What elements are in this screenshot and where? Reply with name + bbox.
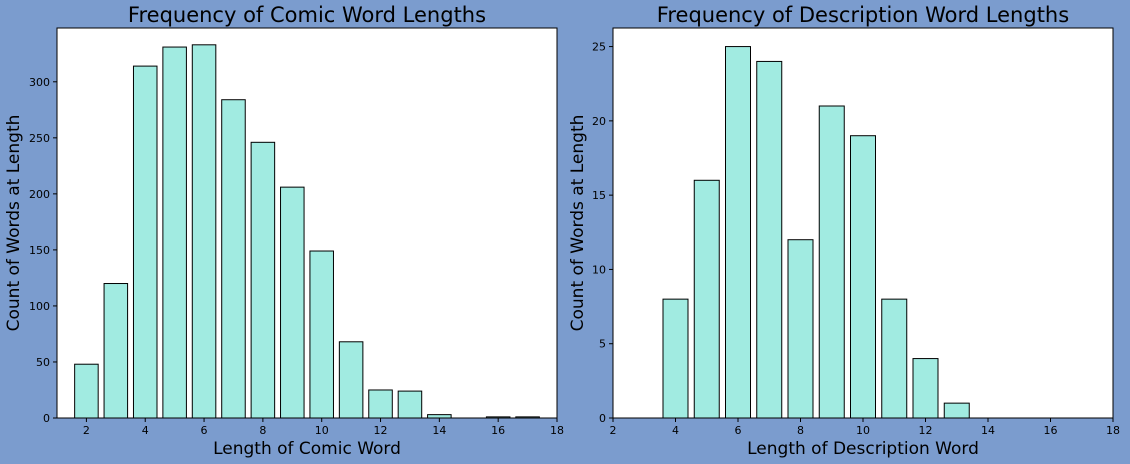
x-tick-label: 16 [491,424,505,437]
y-tick-label: 5 [599,338,606,351]
bar [368,389,393,419]
x-axis-label: Length of Comic Word [213,439,401,459]
plot-area [56,27,558,419]
x-tick-label: 12 [374,424,388,437]
x-tick-label: 6 [201,424,208,437]
y-tick-label: 250 [29,132,50,145]
bar [250,141,276,419]
y-tick-label: 50 [36,356,50,369]
bar [191,44,217,419]
chart-title: Frequency of Comic Word Lengths [128,3,486,27]
y-tick-label: 200 [29,188,50,201]
bar [818,105,845,419]
y-axis-ticks: 0 50 100 150 200 250 300 [29,76,57,425]
bar [280,186,305,419]
bar [485,416,511,419]
bars [74,44,540,419]
bar [850,135,876,419]
x-axis-ticks: 2 4 6 8 10 12 14 16 18 [83,418,564,437]
y-tick-label: 25 [592,41,606,54]
bar [309,250,334,419]
x-tick-label: 10 [315,424,329,437]
x-tick-label: 10 [856,424,870,437]
bar [693,179,720,419]
bar [221,99,246,419]
chart-title: Frequency of Description Word Lengths [657,3,1069,27]
y-tick-label: 0 [599,412,606,425]
x-tick-label: 12 [919,424,933,437]
x-tick-label: 6 [735,424,742,437]
y-tick-label: 10 [592,263,606,276]
bar [162,46,187,419]
x-tick-label: 2 [83,424,90,437]
x-tick-label: 16 [1044,424,1058,437]
chart-description-word-lengths: Frequency of Description Word Lengths 2 4… [568,3,1120,459]
y-tick-label: 300 [29,76,50,89]
bar [515,416,540,419]
bar [103,283,129,419]
x-tick-label: 4 [142,424,149,437]
x-tick-label: 14 [981,424,995,437]
y-tick-label: 0 [43,412,50,425]
y-axis-label: Count of Words at Length [4,115,24,332]
y-axis-ticks: 0 5 10 15 20 25 [592,41,613,425]
bar [912,358,939,419]
y-tick-label: 15 [592,189,606,202]
bar [943,402,970,419]
x-axis-ticks: 2 4 6 8 10 12 14 16 18 [610,418,1120,437]
bar [338,341,364,419]
bar [881,298,908,419]
y-tick-label: 150 [29,244,50,257]
bar [756,60,783,419]
x-tick-label: 2 [610,424,617,437]
bars [662,46,970,419]
bar [74,363,99,419]
x-axis-label: Length of Description Word [747,439,979,459]
chart-comic-word-lengths: Frequency of Comic Word Lengths 2 4 6 8 10 12… [4,3,564,459]
x-tick-label: 14 [432,424,446,437]
x-tick-label: 8 [797,424,804,437]
bar [787,239,814,419]
bar [725,46,751,419]
y-axis-label: Count of Words at Length [568,115,588,332]
bar [427,414,452,419]
bar [397,390,423,419]
x-tick-label: 18 [1106,424,1120,437]
y-tick-label: 20 [592,115,606,128]
bar [662,298,689,419]
bar [132,65,158,419]
y-tick-label: 100 [29,300,50,313]
x-tick-label: 18 [550,424,564,437]
x-tick-label: 8 [259,424,266,437]
x-tick-label: 4 [672,424,679,437]
